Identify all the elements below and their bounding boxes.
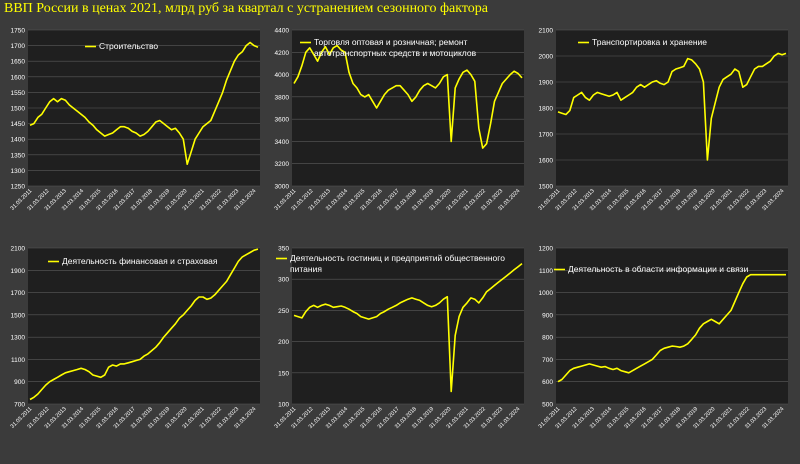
chart-svg: 70090011001300150017001900210031.03.2011… — [4, 240, 266, 454]
y-tick-label: 900 — [542, 312, 553, 319]
y-tick-label: 1650 — [11, 59, 26, 66]
y-tick-label: 1750 — [11, 28, 26, 35]
plot-area — [556, 248, 788, 404]
y-tick-label: 900 — [14, 379, 25, 386]
y-tick-label: 700 — [542, 357, 553, 364]
chart-title: Деятельность в области информации и связ… — [568, 264, 749, 274]
chart-title: Строительство — [99, 41, 159, 51]
series-line — [293, 262, 523, 393]
chart-panel-trade: 3000 3200 3400 3600 3800 4000 4200 4400 31.03.20… — [268, 22, 530, 236]
y-tick-label: 2100 — [539, 28, 554, 35]
y-tick-label: 1250 — [11, 184, 26, 191]
y-tick-label: 1600 — [539, 158, 554, 165]
chart-panel-construction: 1250 1300 1350 1400 1450 1500 1550 1600 1650 1700… — [4, 22, 266, 236]
y-tick-label: 1600 — [11, 74, 26, 81]
chart-panel-ict: 500 600 700 800 900 1000 1100 1200 31.03.2011 31.… — [532, 240, 794, 454]
chart-svg: 3000320034003600380040004200440031.03.20… — [268, 22, 530, 236]
y-tick-label: 1900 — [11, 268, 26, 275]
y-tick-label: 1550 — [11, 90, 26, 97]
y-tick-label: 1500 — [11, 312, 26, 319]
y-tick-label: 250 — [278, 308, 289, 315]
y-tick-label: 1700 — [11, 43, 26, 50]
y-tick-label: 4400 — [275, 28, 290, 35]
plot-area — [292, 30, 524, 186]
chart-panel-finance: 700 900 1100 1300 1500 1700 1900 2100 31.03.2011… — [4, 240, 266, 454]
y-tick-label: 3600 — [275, 117, 290, 124]
y-tick-label: 1300 — [11, 335, 26, 342]
y-tick-label: 1500 — [11, 106, 26, 113]
y-tick-label: 1350 — [11, 152, 26, 159]
y-tick-label: 700 — [14, 402, 25, 409]
plot-area — [292, 248, 524, 404]
y-tick-label: 600 — [542, 379, 553, 386]
y-tick-label: 350 — [278, 246, 289, 253]
chart-panel-transport: 1500 1600 1700 1800 1900 2000 2100 31.03.2011 31… — [532, 22, 794, 236]
y-tick-label: 3800 — [275, 94, 290, 101]
series-line — [29, 41, 259, 165]
chart-title: Деятельность финансовая и страховая — [62, 256, 218, 266]
y-tick-label: 500 — [542, 402, 553, 409]
series-line — [557, 52, 787, 161]
y-tick-label: 3400 — [275, 139, 290, 146]
series-line — [29, 248, 259, 401]
chart-panel-hotels: 100 150 200 250 300 350 31.03.2011 31.03.2012 31… — [268, 240, 530, 454]
series-line — [293, 44, 523, 149]
y-tick-label: 1000 — [539, 290, 554, 297]
y-tick-label: 2000 — [539, 54, 554, 61]
y-tick-label: 150 — [278, 370, 289, 377]
y-tick-label: 1700 — [539, 132, 554, 139]
y-tick-label: 300 — [278, 277, 289, 284]
y-tick-label: 200 — [278, 339, 289, 346]
y-tick-label: 3000 — [275, 184, 290, 191]
y-tick-label: 1700 — [11, 290, 26, 297]
y-tick-label: 1100 — [539, 268, 553, 275]
chart-svg: 50060070080090010001100120031.03.201131.… — [532, 240, 794, 454]
y-tick-label: 800 — [542, 335, 553, 342]
y-tick-label: 1300 — [11, 168, 26, 175]
chart-title: Торговля оптовая и розничная; ремонт авт… — [314, 37, 477, 58]
plot-area — [28, 248, 260, 404]
chart-title: Деятельность гостиниц и предприятий обще… — [290, 253, 505, 274]
y-tick-label: 1800 — [539, 106, 554, 113]
chart-title: Транспортировка и хранение — [592, 37, 707, 47]
y-tick-label: 1500 — [539, 184, 554, 191]
y-tick-label: 4200 — [275, 50, 290, 57]
y-tick-label: 1450 — [11, 121, 26, 128]
chart-svg: 1250 1300 1350 1400 1450 1500 1550 1600 1650 1700… — [4, 22, 266, 236]
y-tick-label: 4000 — [275, 72, 290, 79]
page-title: ВВП России в ценах 2021, млрд руб за ква… — [4, 1, 488, 16]
chart-svg: 150016001700180019002000210031.03.201131… — [532, 22, 794, 236]
y-tick-label: 1100 — [11, 357, 25, 364]
y-tick-label: 1400 — [11, 137, 26, 144]
series-line — [557, 273, 786, 383]
y-tick-label: 1900 — [539, 80, 554, 87]
y-tick-label: 100 — [278, 402, 289, 409]
y-tick-label: 1200 — [539, 246, 554, 253]
chart-svg: 10015020025030035031.03.201131.03.201231… — [268, 240, 530, 454]
y-tick-label: 3200 — [275, 161, 290, 168]
y-tick-label: 2100 — [11, 246, 26, 253]
